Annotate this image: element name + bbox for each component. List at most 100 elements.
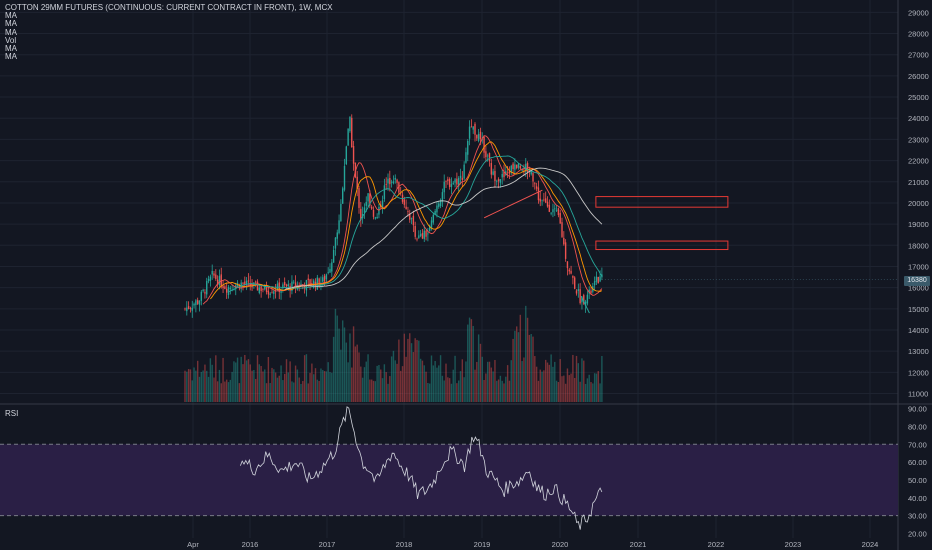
- candle-body: [191, 307, 193, 311]
- candle-body: [577, 289, 580, 291]
- volume-bar: [497, 379, 500, 402]
- volume-bar: [457, 380, 460, 402]
- volume-bar: [601, 355, 603, 402]
- volume-bar: [358, 352, 360, 402]
- price-tick-label: 12000: [908, 368, 929, 377]
- volume-bar: [430, 355, 433, 402]
- volume-bar: [340, 349, 342, 402]
- legend-item-ma-5[interactable]: MA: [5, 52, 17, 62]
- candle-body: [390, 181, 393, 183]
- candle-body: [196, 300, 199, 304]
- volume-bar: [448, 378, 451, 402]
- volume-bar: [427, 382, 429, 402]
- candle-body: [267, 290, 270, 295]
- volume-bar: [307, 383, 309, 402]
- volume-bar: [537, 380, 540, 402]
- candle-body: [510, 165, 512, 173]
- volume-bar: [399, 370, 402, 402]
- volume-bar: [329, 372, 331, 402]
- axes: 11000 12000 13000 14000 15000 16000 17000 18000…: [187, 8, 929, 549]
- candle-body: [213, 273, 215, 276]
- candle-body: [459, 175, 462, 179]
- volume-bar: [296, 369, 299, 402]
- volume-bar: [389, 376, 391, 402]
- time-tick-label: 2022: [708, 540, 725, 549]
- volume-bar: [280, 365, 282, 402]
- volume-bar: [423, 365, 425, 402]
- volume-bar: [325, 371, 328, 402]
- volume-bar: [376, 365, 378, 402]
- rsi-series-line: [240, 406, 603, 530]
- candle-body: [216, 279, 219, 285]
- volume-bar: [590, 382, 592, 402]
- volume-bar: [236, 357, 239, 402]
- legend-item-vol[interactable]: Vol: [5, 35, 17, 45]
- volume-bar: [341, 320, 344, 402]
- volume-bar: [372, 380, 375, 402]
- volume-bar: [262, 371, 264, 402]
- legend-item-ma-3[interactable]: MA: [5, 27, 17, 37]
- candle-body: [479, 131, 482, 139]
- volume-bar: [249, 364, 251, 402]
- volume-bar: [564, 383, 567, 402]
- candle-body: [334, 237, 337, 249]
- ma-line-fast: [202, 135, 603, 305]
- time-tick-label: 2016: [242, 540, 259, 549]
- candle-body: [307, 278, 309, 280]
- volume-bar: [508, 380, 511, 402]
- candle-body: [416, 238, 418, 240]
- volume-bar: [492, 371, 494, 402]
- candle-body: [472, 126, 474, 130]
- volume-bar: [390, 356, 393, 402]
- candle-body: [432, 214, 435, 223]
- volume-bar: [244, 354, 246, 402]
- volume-bar: [285, 359, 288, 402]
- volume-bar: [515, 326, 518, 402]
- volume-bar: [231, 371, 233, 402]
- volume-bar: [305, 354, 308, 402]
- candle-body: [225, 288, 228, 293]
- volume-bar: [548, 364, 551, 402]
- volume-bar: [481, 356, 483, 402]
- legend-item-ma-1[interactable]: MA: [5, 11, 17, 21]
- candle-body: [427, 233, 429, 235]
- candle-body: [409, 213, 411, 220]
- price-tick-label: 17000: [908, 262, 929, 271]
- candle-body: [512, 163, 514, 170]
- candle-body: [244, 281, 246, 285]
- time-tick-label: 2018: [396, 540, 413, 549]
- candle-body: [593, 281, 596, 286]
- volume-bar: [577, 363, 580, 402]
- volume-bar: [303, 355, 306, 402]
- volume-bar: [242, 364, 244, 402]
- candle-body: [499, 179, 502, 183]
- legend-item-ma-4[interactable]: MA: [5, 44, 17, 54]
- candle-body: [256, 281, 259, 291]
- price-tick-label: 16000: [908, 284, 929, 293]
- volume-bar: [443, 380, 445, 402]
- candle-body: [352, 146, 355, 164]
- volume-bar: [494, 359, 496, 402]
- price-tick-label: 25000: [908, 93, 929, 102]
- volume-bar: [554, 361, 556, 402]
- legend-item-ma-2[interactable]: MA: [5, 19, 17, 29]
- volume-bar: [410, 343, 413, 402]
- candle-body: [443, 181, 445, 193]
- candle-body: [405, 206, 407, 210]
- candle-body: [349, 116, 351, 132]
- candle-body: [467, 140, 469, 155]
- volume-bar: [256, 355, 259, 402]
- rsi-pane-label[interactable]: RSI: [5, 409, 19, 418]
- volume-bar: [291, 381, 293, 402]
- volume-bar: [398, 339, 400, 402]
- volume-bar: [227, 382, 230, 402]
- candle-body: [568, 269, 570, 272]
- candle-body: [389, 177, 391, 185]
- candle-body: [490, 163, 493, 175]
- candle-body: [515, 164, 518, 169]
- volume-bar: [193, 367, 195, 402]
- volume-bar: [456, 383, 458, 402]
- candle-body: [448, 178, 451, 188]
- volume-bar: [283, 373, 286, 402]
